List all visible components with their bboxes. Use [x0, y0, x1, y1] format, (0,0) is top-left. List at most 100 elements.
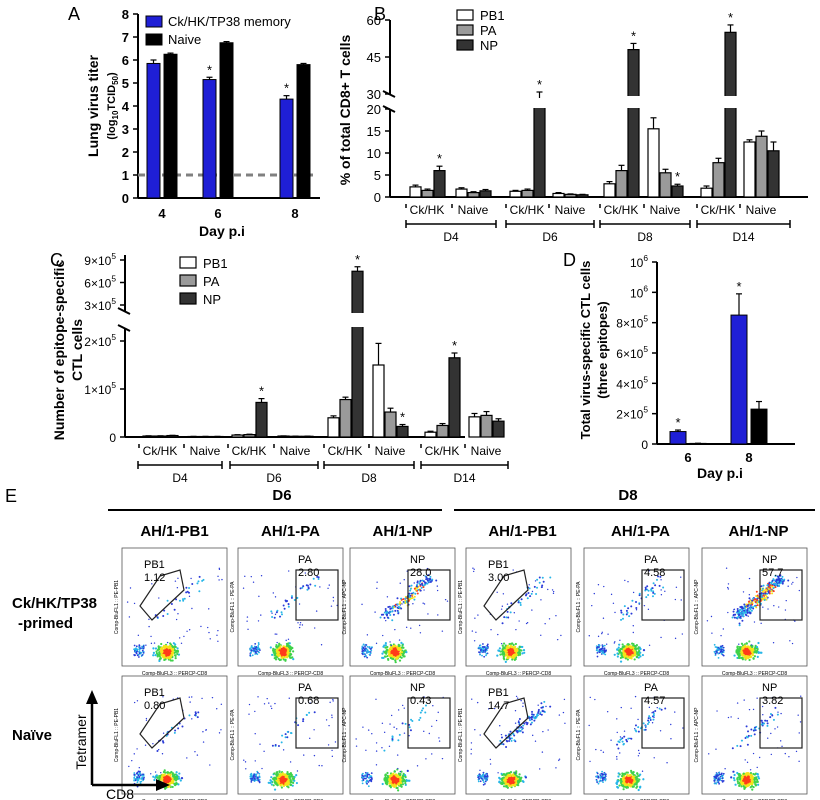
event-dot — [166, 612, 169, 615]
event-dot — [332, 698, 334, 701]
event-dot — [269, 646, 272, 649]
event-dot — [280, 741, 283, 744]
event-dot — [392, 657, 395, 661]
event-dot — [633, 658, 636, 661]
significance-star: * — [631, 28, 636, 43]
day-header: D6 — [272, 487, 291, 504]
event-dot — [599, 651, 601, 654]
event-dot — [190, 577, 192, 580]
event-dot — [762, 606, 764, 608]
event-dot — [675, 586, 678, 588]
event-dot — [366, 774, 369, 777]
event-dot — [299, 622, 302, 624]
event-dot — [271, 616, 274, 619]
legend-label: PA — [203, 274, 220, 289]
legend-swatch — [456, 9, 474, 21]
event-dot — [176, 650, 180, 653]
y-tick-label: 60 — [367, 13, 381, 28]
event-dot — [252, 581, 255, 583]
event-dot — [416, 586, 419, 588]
event-dot — [277, 652, 280, 656]
significance-star: * — [207, 62, 212, 77]
bar — [436, 424, 449, 438]
bar — [384, 411, 397, 438]
event-dot — [367, 785, 370, 788]
event-dot — [375, 764, 378, 766]
event-dot — [556, 638, 559, 641]
event-dot — [331, 716, 333, 719]
event-dot — [500, 608, 503, 610]
event-dot — [255, 773, 257, 776]
event-dot — [713, 643, 716, 646]
group-label: Naive — [555, 203, 586, 217]
event-dot — [425, 576, 428, 579]
event-dot — [396, 780, 399, 783]
event-dot — [747, 600, 750, 603]
event-dot — [389, 641, 391, 643]
event-dot — [746, 611, 749, 614]
y-axis-label: Number of epitope-specific — [51, 260, 67, 441]
bar-break — [724, 96, 737, 108]
event-dot — [739, 612, 742, 615]
event-dot — [216, 708, 218, 710]
event-dot — [273, 788, 277, 791]
event-dot — [287, 781, 291, 785]
bar — [521, 189, 534, 198]
event-dot — [756, 604, 759, 607]
event-dot — [595, 649, 598, 652]
event-dot — [248, 713, 250, 715]
event-dot — [397, 605, 400, 608]
event-dot — [327, 744, 330, 746]
event-dot — [446, 600, 449, 602]
event-dot — [598, 646, 600, 648]
event-dot — [271, 612, 273, 614]
gate-box — [407, 569, 451, 621]
event-dot — [514, 772, 516, 774]
event-dot — [753, 604, 756, 607]
event-dot — [498, 647, 501, 650]
event-dot — [502, 642, 506, 645]
event-dot — [732, 614, 735, 617]
significance-star: * — [728, 10, 733, 25]
event-dot — [402, 598, 405, 601]
event-dot — [512, 657, 515, 660]
event-dot — [171, 651, 174, 655]
event-dot — [142, 651, 145, 654]
event-dot — [499, 653, 502, 656]
event-dot — [505, 616, 508, 619]
event-dot — [711, 632, 713, 634]
event-dot — [521, 652, 524, 655]
event-dot — [194, 712, 197, 715]
event-dot — [531, 734, 534, 737]
event-dot — [391, 738, 394, 741]
event-dot — [401, 722, 404, 725]
bar — [669, 431, 687, 445]
event-dot — [251, 777, 254, 780]
event-dot — [605, 643, 608, 645]
event-dot — [514, 710, 517, 712]
event-dot — [386, 616, 389, 619]
bar — [755, 135, 768, 198]
event-dot — [257, 644, 260, 647]
event-dot — [610, 593, 613, 596]
axis-caption: Comp-BluFL1 :: PE-PA — [576, 581, 582, 633]
event-dot — [542, 580, 545, 583]
y-tick-label: 3 — [122, 122, 129, 137]
event-dot — [618, 643, 621, 646]
event-dot — [409, 589, 412, 592]
event-dot — [419, 711, 422, 714]
event-dot — [504, 734, 507, 737]
bar — [627, 48, 640, 198]
event-dot — [787, 579, 790, 582]
event-dot — [278, 649, 281, 652]
event-dot — [529, 595, 532, 598]
significance-star: * — [259, 384, 264, 399]
event-dot — [290, 596, 293, 599]
event-dot — [398, 733, 401, 736]
event-dot — [513, 658, 516, 661]
bar-break — [627, 96, 640, 108]
event-dot — [263, 703, 266, 705]
event-dot — [641, 653, 645, 657]
bar — [659, 172, 672, 198]
